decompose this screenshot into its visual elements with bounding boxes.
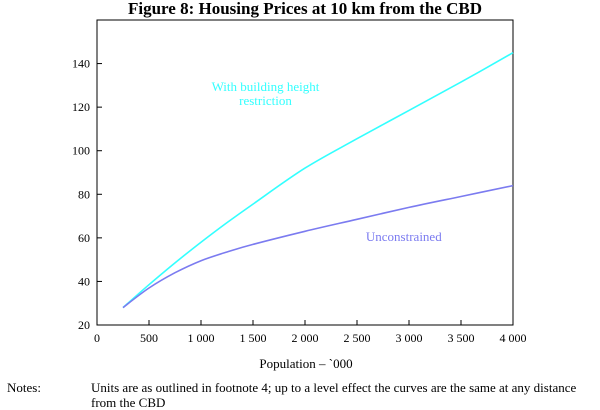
x-tick-label: 2 500 [344,331,371,345]
y-axis-ticks: 20 40 60 80 100 120 140 [72,57,102,332]
series-line [122,52,514,309]
series-lines [122,52,514,309]
notes-text: Units are as outlined in footnote 4; up … [91,380,577,410]
series-label: With building height restriction [212,79,320,108]
y-tick-label: 120 [72,100,90,114]
chart-title: Figure 8: Housing Prices at 10 km from t… [128,0,482,18]
x-tick-label: 1 000 [188,331,215,345]
y-tick-label: 140 [72,57,90,71]
x-tick-label: 3 000 [396,331,423,345]
x-tick-label: 2 000 [292,331,319,345]
x-tick-label: 4 000 [500,331,527,345]
x-tick-label: 0 [94,331,100,345]
y-tick-label: 40 [78,274,90,288]
x-tick-label: 3 500 [448,331,475,345]
x-axis-label: Population – `000 [259,356,352,371]
chart: Figure 8: Housing Prices at 10 km from t… [72,0,527,371]
series-label: Unconstrained [366,229,442,244]
series-line [122,184,514,309]
y-tick-label: 20 [78,318,90,332]
series-labels: With building height restriction Unconstra… [212,79,443,244]
x-tick-label: 500 [140,331,158,345]
x-axis-ticks: 0 500 1 000 1 500 2 000 2 500 3 000 3 500 4 000 [94,320,527,345]
plot-frame [96,19,514,326]
y-tick-label: 60 [78,231,90,245]
y-tick-label: 80 [78,187,90,201]
y-tick-label: 100 [72,144,90,158]
notes-label: Notes: [7,380,41,395]
x-tick-label: 1 500 [240,331,267,345]
